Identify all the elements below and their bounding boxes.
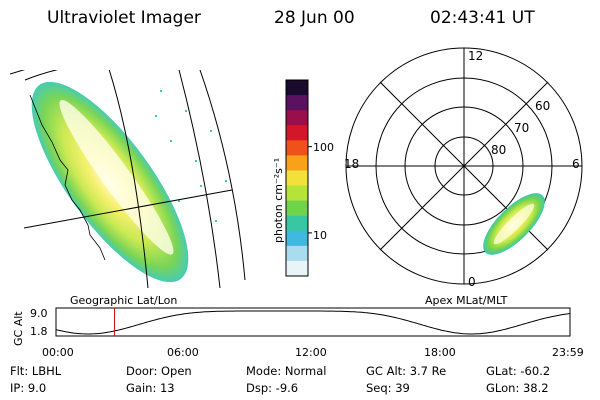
altitude-strip-frame	[55, 307, 571, 337]
mlt-meridian-diag-2	[379, 81, 549, 251]
instrument-title: Ultraviolet Imager	[47, 8, 201, 28]
colorbar-stripe	[286, 200, 308, 217]
altitude-strip	[55, 307, 571, 337]
mlat-label-60: 60	[535, 99, 550, 113]
time-tick-0600: 06:00	[167, 346, 199, 359]
colorbar-stripe	[286, 110, 308, 126]
noise-speckles	[155, 90, 227, 222]
time-tick-1200: 12:00	[295, 346, 327, 359]
info-filter: Flt: LBHL	[10, 364, 62, 378]
colorbar-stripe	[286, 215, 308, 232]
aurora-bright-core	[59, 100, 174, 255]
colorbar-stripe	[286, 125, 308, 141]
time-tick-2359: 23:59	[552, 346, 584, 359]
geographic-image-panel	[10, 70, 246, 288]
observation-time: 02:43:41 UT	[430, 8, 535, 28]
coastline	[29, 94, 106, 261]
lat-lon-grid	[10, 70, 246, 288]
info-gain: Gain: 13	[126, 381, 175, 395]
apex-polar-plot: 12 6 0 18 60 70 80	[344, 47, 583, 289]
colorbar-stripe	[286, 185, 308, 202]
info-glat: GLat: -60.2	[486, 364, 551, 378]
colorbar-stripe	[286, 95, 308, 111]
info-door: Door: Open	[126, 364, 192, 378]
colorbar-stripe	[286, 155, 308, 171]
time-tick-1800: 18:00	[424, 346, 456, 359]
colorbar-tick-10: 10	[313, 229, 327, 242]
mlt-label-18: 18	[344, 157, 359, 171]
observation-date: 28 Jun 00	[274, 8, 355, 28]
info-glon: GLon: 38.2	[486, 381, 549, 395]
info-gc-alt: GC Alt: 3.7 Re	[366, 364, 447, 378]
polar-aurora-core	[493, 203, 535, 245]
mlat-label-70: 70	[514, 121, 529, 135]
colorbar-stripe	[286, 170, 308, 187]
colorbar-border	[285, 79, 309, 277]
time-tick-0000: 00:00	[42, 346, 74, 359]
colorbar-stripe	[286, 245, 308, 262]
geographic-caption: Geographic Lat/Lon	[70, 294, 178, 307]
altitude-axis-label: GC Alt	[12, 311, 25, 346]
apex-caption: Apex MLat/MLT	[425, 294, 508, 307]
altitude-min-label: 1.8	[30, 325, 48, 338]
altitude-max-label: 9.0	[30, 307, 48, 320]
info-dsp: Dsp: -9.6	[246, 381, 299, 395]
mlat-label-80: 80	[491, 143, 506, 157]
mlt-label-6: 6	[572, 157, 580, 171]
mlt-label-12: 12	[468, 49, 483, 63]
colorbar-label: photon cm⁻²s⁻¹	[272, 157, 285, 243]
colorbar-stripe	[286, 80, 308, 96]
info-ip: IP: 9.0	[10, 381, 47, 395]
altitude-curve	[55, 310, 571, 335]
colorbar-stripe	[286, 230, 308, 247]
colorbar	[285, 79, 312, 277]
info-mode: Mode: Normal	[246, 364, 327, 378]
colorbar-stripe	[286, 260, 308, 277]
colorbar-stripe	[286, 140, 308, 156]
mlt-label-0: 0	[468, 275, 476, 289]
colorbar-tick-100: 100	[313, 141, 334, 154]
info-seq: Seq: 39	[366, 381, 410, 395]
